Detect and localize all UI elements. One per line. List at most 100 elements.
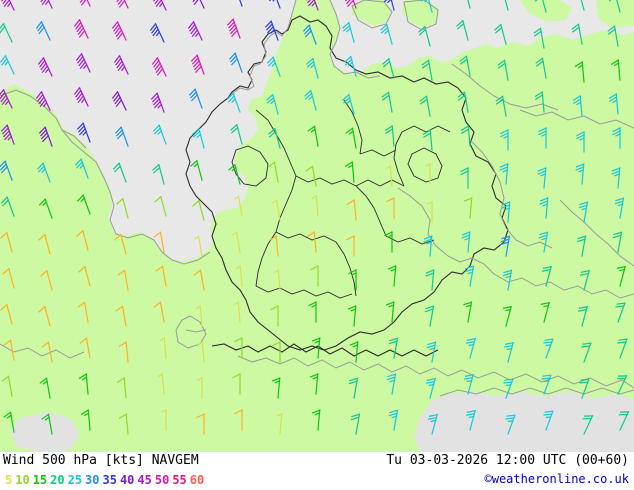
wind-barb xyxy=(151,57,167,77)
wind-barb xyxy=(342,21,355,43)
wind-barb xyxy=(576,235,587,257)
wind-barb xyxy=(347,305,357,327)
wind-barb xyxy=(500,129,509,151)
wind-barb xyxy=(3,339,15,361)
wind-barb xyxy=(305,0,319,11)
wind-barb xyxy=(494,23,507,45)
border-austria xyxy=(237,355,634,389)
map-canvas[interactable] xyxy=(0,0,634,452)
wind-barb xyxy=(611,167,621,189)
wind-barb xyxy=(346,199,357,221)
country-borders-group xyxy=(185,15,509,357)
wind-barb xyxy=(149,23,165,43)
wind-barb xyxy=(195,305,203,327)
region-borders-group xyxy=(0,0,634,397)
wind-barb xyxy=(505,414,516,435)
wind-barb xyxy=(500,235,511,257)
wind-barb xyxy=(230,123,243,145)
wind-barb xyxy=(537,167,547,189)
wind-barb xyxy=(533,27,545,49)
state-border-14 xyxy=(359,149,397,157)
wind-barb xyxy=(152,124,167,145)
wind-barb xyxy=(348,269,357,291)
border-swiss-lake xyxy=(185,329,207,333)
wind-barb xyxy=(612,127,621,149)
wind-barb xyxy=(426,341,437,363)
wind-barb xyxy=(114,126,129,147)
wind-barb xyxy=(188,88,203,109)
wind-barb xyxy=(311,337,321,359)
wind-barb xyxy=(612,231,623,253)
wind-barb xyxy=(232,373,241,395)
state-border-9 xyxy=(385,235,435,245)
wind-barb xyxy=(502,0,509,11)
wind-barb xyxy=(197,341,205,363)
wind-barb xyxy=(535,57,547,79)
wind-barb xyxy=(608,0,621,13)
wind-barb xyxy=(193,269,205,291)
wind-barb xyxy=(534,0,547,13)
wind-barb xyxy=(427,201,433,223)
wind-barb xyxy=(150,92,165,113)
wind-barb xyxy=(578,0,585,11)
land-lowlands xyxy=(0,84,62,140)
map-graphics xyxy=(0,0,634,452)
wind-barb xyxy=(381,91,393,113)
wind-barb xyxy=(346,235,355,257)
wind-barb xyxy=(112,162,127,183)
border-denmark-east xyxy=(329,0,381,79)
wind-barb xyxy=(153,301,165,323)
wind-barb xyxy=(36,162,51,183)
wind-barb xyxy=(197,377,203,399)
wind-barb xyxy=(466,337,476,359)
wind-barb xyxy=(501,201,511,223)
wind-barb xyxy=(421,59,433,81)
wind-barb xyxy=(538,127,547,149)
border-poland-north xyxy=(519,109,634,129)
border-france-sw xyxy=(0,343,85,359)
wind-barb xyxy=(194,235,203,257)
wind-barb xyxy=(153,0,167,11)
wind-barb xyxy=(267,161,279,183)
wind-barb xyxy=(41,413,53,435)
wind-barb xyxy=(428,413,438,435)
state-border-10 xyxy=(355,179,405,187)
state-border-4 xyxy=(275,175,297,233)
wind-barb xyxy=(196,413,205,435)
wind-barb xyxy=(3,411,15,433)
wind-barb xyxy=(78,0,91,7)
legend-step-45: 45 xyxy=(137,473,152,487)
wind-barb xyxy=(348,377,359,399)
wind-barb xyxy=(190,159,203,181)
wind-barb xyxy=(540,301,550,323)
wind-barb xyxy=(541,374,552,395)
wind-barb xyxy=(386,373,397,395)
wind-barb xyxy=(268,0,281,9)
wind-barb xyxy=(116,0,129,9)
wind-barb xyxy=(268,127,281,149)
wind-barb xyxy=(192,0,205,9)
wind-barb xyxy=(387,265,397,287)
wind-barb xyxy=(382,57,395,79)
wind-barb xyxy=(40,0,53,9)
legend-step-50: 50 xyxy=(154,473,170,487)
wind-barb xyxy=(618,411,630,431)
land-continental xyxy=(0,32,634,452)
wind-barb xyxy=(234,409,243,431)
wind-barb xyxy=(0,160,13,181)
wind-barb xyxy=(235,265,243,287)
wind-barb xyxy=(1,375,13,397)
wind-barb xyxy=(464,373,474,395)
wind-barb xyxy=(113,55,129,75)
wind-barb xyxy=(388,409,399,431)
border-denmark xyxy=(231,0,297,95)
wind-barb xyxy=(543,338,554,359)
wind-barb xyxy=(308,301,317,323)
wind-barb xyxy=(190,54,205,75)
footer-datetime: Tu 03-03-2026 12:00 UTC (00+60) xyxy=(386,453,629,468)
wind-barb xyxy=(80,409,91,431)
wind-barb xyxy=(153,231,165,253)
wind-barb xyxy=(497,59,509,81)
wind-barb xyxy=(35,91,51,111)
wind-barb xyxy=(420,0,433,13)
